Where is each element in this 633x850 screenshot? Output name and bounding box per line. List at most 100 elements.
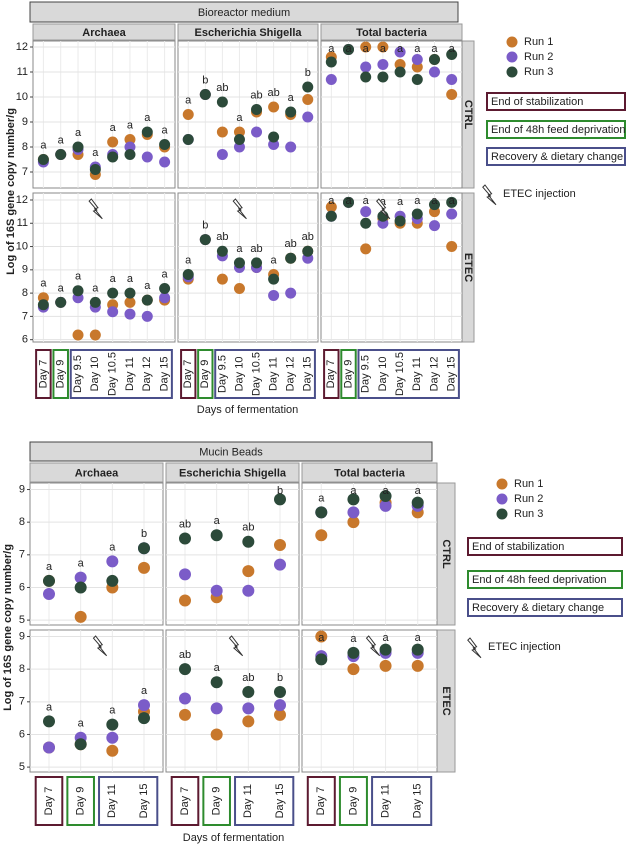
column-label: Escherichia Shigella: [195, 27, 303, 39]
significance-letter: a: [185, 254, 192, 266]
data-point: [377, 71, 389, 83]
data-point: [210, 529, 223, 542]
x-tick-label: Day 11: [268, 357, 280, 391]
significance-letter: a: [236, 112, 243, 124]
column-strip: [177, 23, 319, 41]
x-tick-label: Day 9.5: [360, 355, 372, 393]
data-point: [360, 61, 372, 73]
data-point: [43, 741, 55, 754]
data-point: [315, 653, 328, 666]
data-point: [446, 208, 458, 220]
data-point: [89, 329, 101, 341]
data-point: [446, 89, 458, 100]
data-point: [159, 292, 171, 304]
data-point: [360, 243, 372, 255]
data-point: [268, 289, 280, 301]
significance-letter: a: [415, 485, 422, 497]
data-point: [347, 493, 360, 506]
data-point: [138, 542, 150, 555]
data-point: [347, 646, 360, 659]
significance-letter: a: [363, 43, 370, 55]
row-label: ETEC: [462, 253, 474, 282]
x-tick-label: Day 12: [285, 357, 297, 392]
data-point: [216, 273, 228, 285]
data-point: [199, 234, 211, 246]
data-point: [379, 659, 392, 672]
x-tick-label: Day 10: [89, 357, 101, 392]
significance-letter: ab: [302, 231, 314, 243]
data-point: [325, 201, 337, 213]
x-tick-label: Day 12: [141, 357, 153, 392]
data-point: [302, 81, 314, 93]
data-point: [347, 516, 360, 529]
etec-injection-icon: [232, 198, 247, 220]
legend-label: Run 1: [514, 478, 543, 490]
data-point: [274, 699, 286, 712]
data-point: [411, 208, 423, 220]
significance-letter: a: [109, 541, 116, 553]
significance-letter: a: [58, 282, 65, 294]
x-tick-label: Day 9: [199, 360, 211, 389]
phase-box: [35, 349, 52, 399]
significance-letter: a: [40, 278, 47, 290]
column-label: Archaea: [82, 27, 126, 39]
y-tick-label: 8: [22, 141, 28, 153]
phase-legend-label: End of stabilization: [472, 541, 564, 553]
phase-box: [357, 349, 460, 399]
data-point: [74, 610, 87, 623]
data-point: [428, 66, 440, 78]
row-label: CTRL: [462, 100, 474, 130]
y-tick-label: 9: [22, 116, 28, 128]
significance-letter: a: [127, 273, 134, 285]
phase-box: [338, 776, 368, 826]
significance-letter: a: [92, 282, 99, 294]
phase-legend-box: [467, 598, 623, 617]
significance-letter: a: [75, 127, 82, 139]
data-point: [210, 584, 223, 597]
data-point: [179, 568, 191, 581]
title-box: [29, 441, 433, 462]
y-tick-label: 6: [22, 334, 28, 346]
data-point: [141, 294, 153, 306]
x-tick-label: Day 7: [182, 360, 194, 389]
data-point: [159, 156, 171, 168]
row-label: ETEC: [440, 686, 452, 715]
data-point: [285, 287, 297, 299]
x-tick-label: Day 11: [242, 784, 254, 818]
data-point: [315, 506, 328, 519]
phase-box: [98, 776, 159, 826]
x-tick-label: Day 15: [138, 784, 150, 819]
data-point: [360, 41, 372, 53]
data-point: [216, 149, 228, 160]
title-box: [29, 1, 459, 23]
data-point: [138, 699, 150, 712]
data-point: [179, 532, 191, 545]
figure-title: Bioreactor medium: [198, 7, 290, 19]
data-point: [274, 493, 286, 506]
phase-box: [323, 349, 340, 399]
significance-letter: a: [350, 633, 357, 645]
phase-box: [340, 349, 357, 399]
x-tick-label: Day 11: [411, 357, 423, 391]
data-point: [242, 535, 255, 548]
column-strip: [165, 462, 300, 483]
significance-letter: a: [345, 43, 352, 55]
significance-letter: a: [144, 280, 151, 292]
data-point: [74, 571, 87, 584]
significance-letter: a: [414, 195, 421, 207]
x-tick-label: Day 10.5: [107, 352, 119, 396]
data-point: [182, 268, 194, 280]
data-point: [268, 101, 280, 113]
column-label: Total bacteria: [334, 467, 406, 479]
phase-legend-box: [486, 120, 626, 139]
data-point: [89, 164, 101, 175]
phase-box: [371, 776, 433, 826]
data-point: [394, 215, 406, 227]
data-point: [138, 561, 150, 574]
x-tick-label: Day 9: [55, 360, 67, 389]
significance-letter: a: [141, 685, 148, 697]
data-point: [251, 257, 263, 269]
data-point: [302, 111, 314, 123]
significance-letter: a: [383, 485, 390, 497]
